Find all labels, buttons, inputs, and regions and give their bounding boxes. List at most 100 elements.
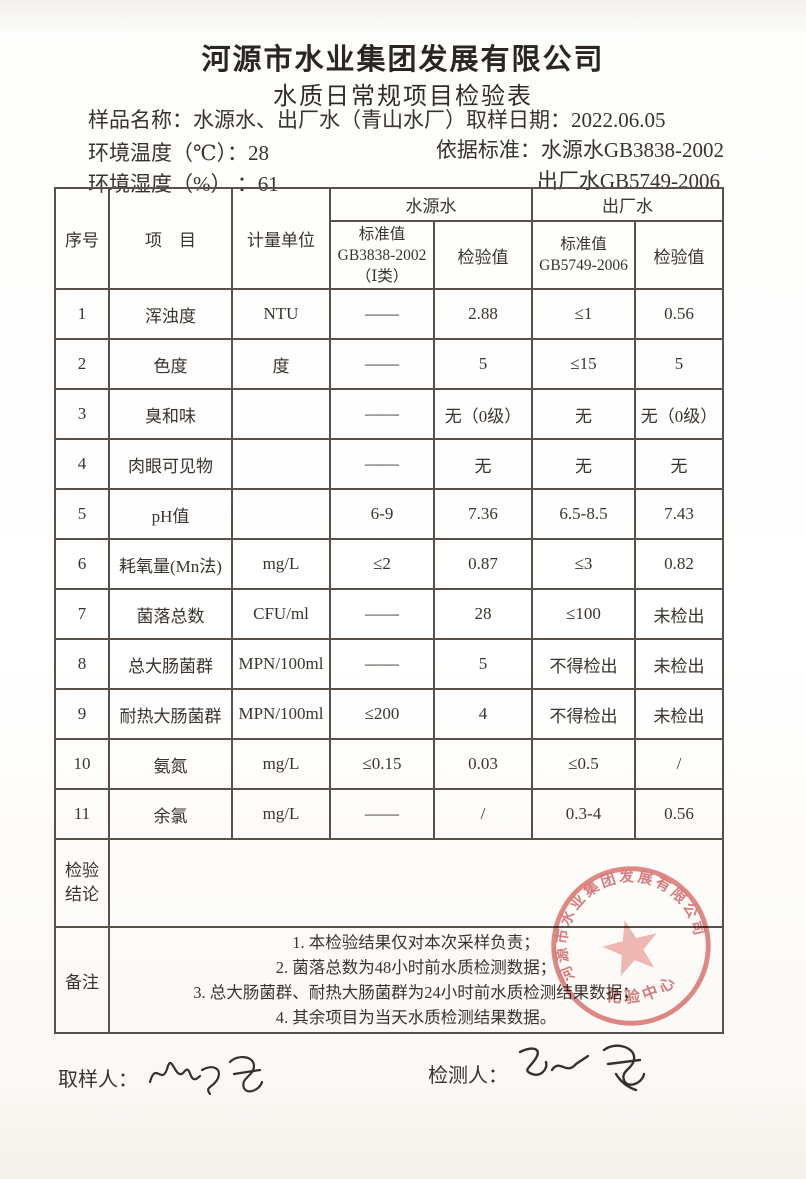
row-item: 菌落总数: [108, 588, 233, 640]
col-header-no: 序号: [54, 187, 110, 290]
row-unit: [231, 488, 331, 540]
sampler-label: 取样人：: [58, 1069, 138, 1091]
row-item: 耐热大肠菌群: [108, 688, 233, 740]
tester-line: 检测人：: [428, 1040, 662, 1096]
row-unit: mg/L: [231, 788, 331, 840]
row-source-value: 4: [433, 688, 533, 740]
row-outlet-value: 未检出: [634, 688, 724, 740]
row-no: 9: [54, 688, 110, 740]
svg-text:化验中心: 化验中心: [601, 969, 684, 1014]
row-source-value: 0.87: [433, 538, 533, 590]
row-source-value: 无（0级）: [433, 388, 533, 440]
remark-line: 1. 本检验结果仅对本次采样负责；: [292, 933, 540, 952]
sampler-signature: [148, 1056, 264, 1096]
row-unit: [231, 438, 331, 490]
row-item: pH值: [108, 488, 233, 540]
row-item: 余氯: [108, 788, 233, 840]
row-no: 1: [54, 288, 110, 340]
standard-basis-line: 依据标准：水源水GB3838-2002: [436, 134, 724, 164]
inspection-table: 序号 项 目 计量单位 水源水 出厂水 标准值 GB3838-2002 （Ⅰ类）…: [54, 187, 724, 1034]
row-source-standard: ——: [329, 588, 435, 640]
sample-name-value: 水源水、出厂水（青山水厂）: [193, 108, 466, 132]
col-header-item: 项 目: [108, 187, 233, 290]
standard-basis-label: 依据标准：: [435, 138, 541, 162]
row-item: 浑浊度: [108, 288, 233, 340]
row-item: 耗氧量(Mn法): [108, 538, 233, 590]
col-header-unit: 计量单位: [231, 187, 331, 290]
report-title: 水质日常规项目检验表: [273, 84, 533, 110]
remark-label: 备注: [54, 926, 110, 1034]
row-item: 总大肠菌群: [108, 638, 233, 690]
row-item: 色度: [108, 338, 233, 390]
sampling-date-value: 2022.06.05: [571, 108, 666, 132]
row-source-standard: ——: [329, 788, 435, 840]
table-row: 4 肉眼可见物 —— 无 无 无: [54, 438, 724, 490]
row-no: 4: [54, 438, 110, 490]
row-source-standard: ≤2: [329, 538, 435, 590]
row-source-standard: ——: [329, 438, 435, 490]
row-source-value: 0.03: [433, 738, 533, 790]
row-source-standard: ——: [329, 338, 435, 390]
remark-line: 2. 菌落总数为48小时前水质检测数据；: [275, 958, 557, 977]
row-unit: mg/L: [231, 538, 331, 590]
env-temperature-line: 环境温度（℃）：28: [88, 137, 269, 167]
row-unit: [231, 388, 331, 440]
table-row: 11 余氯 mg/L —— / 0.3-4 0.56: [54, 788, 724, 840]
sample-info-line: 样品名称：水源水、出厂水（青山水厂）取样日期：2022.06.05: [88, 104, 666, 134]
row-source-standard: 6-9: [329, 488, 435, 540]
row-source-standard: ≤200: [329, 688, 435, 740]
remark-cell: 1. 本检验结果仅对本次采样负责； 2. 菌落总数为48小时前水质检测数据； 3…: [108, 926, 724, 1034]
col-header-outlet-standard: 标准值 GB5749-2006: [531, 220, 636, 290]
row-no: 3: [54, 388, 110, 440]
table-row: 3 臭和味 —— 无（0级） 无 无（0级）: [54, 388, 724, 440]
row-outlet-value: 未检出: [634, 638, 724, 690]
row-outlet-standard: 无: [531, 438, 636, 490]
table-row: 8 总大肠菌群 MPN/100ml —— 5 不得检出 未检出: [54, 638, 724, 690]
row-outlet-standard: ≤100: [531, 588, 636, 640]
row-item: 臭和味: [108, 388, 233, 440]
sampling-date-label: 取样日期：: [466, 108, 571, 132]
row-no: 7: [54, 588, 110, 640]
row-unit: MPN/100ml: [231, 638, 331, 690]
seal-center-text: 化验中心: [601, 969, 684, 1014]
row-no: 2: [54, 338, 110, 390]
conclusion-label: 检验 结论: [54, 838, 110, 928]
row-source-value: 28: [433, 588, 533, 640]
row-outlet-value: /: [634, 738, 724, 790]
row-outlet-value: 5: [634, 338, 724, 390]
row-no: 8: [54, 638, 110, 690]
sample-name-label: 样品名称：: [88, 108, 193, 132]
table-row: 7 菌落总数 CFU/ml —— 28 ≤100 未检出: [54, 588, 724, 640]
col-header-source-standard: 标准值 GB3838-2002 （Ⅰ类）: [329, 220, 435, 290]
row-outlet-value: 0.82: [634, 538, 724, 590]
tester-signature: [518, 1044, 646, 1092]
col-header-source-value: 检验值: [433, 220, 533, 290]
row-no: 5: [54, 488, 110, 540]
row-outlet-standard: ≤15: [531, 338, 636, 390]
row-item: 氨氮: [108, 738, 233, 790]
row-source-value: 5: [433, 638, 533, 690]
table-row: 6 耗氧量(Mn法) mg/L ≤2 0.87 ≤3 0.82: [54, 538, 724, 590]
row-source-value: 无: [433, 438, 533, 490]
row-no: 6: [54, 538, 110, 590]
row-no: 10: [54, 738, 110, 790]
row-item: 肉眼可见物: [108, 438, 233, 490]
remark-line: 4. 其余项目为当天水质检测结果数据。: [275, 1008, 557, 1027]
row-outlet-standard: 无: [531, 388, 636, 440]
col-header-outlet-value: 检验值: [634, 220, 724, 290]
row-source-standard: ——: [329, 388, 435, 440]
table-row: 5 pH值 6-9 7.36 6.5-8.5 7.43: [54, 488, 724, 540]
row-outlet-value: 无（0级）: [634, 388, 724, 440]
table-row: 1 浑浊度 NTU —— 2.88 ≤1 0.56: [54, 288, 724, 340]
sampler-line: 取样人：: [58, 1048, 277, 1100]
env-temperature-label: 环境温度（℃）：: [88, 141, 248, 165]
seal-ring: [551, 866, 711, 1026]
table-row: 9 耐热大肠菌群 MPN/100ml ≤200 4 不得检出 未检出: [54, 688, 724, 740]
conclusion-cell: [108, 838, 724, 928]
row-outlet-standard: ≤3: [531, 538, 636, 590]
row-outlet-value: 0.56: [634, 788, 724, 840]
tester-label: 检测人：: [428, 1065, 508, 1087]
row-source-value: 2.88: [433, 288, 533, 340]
row-no: 11: [54, 788, 110, 840]
